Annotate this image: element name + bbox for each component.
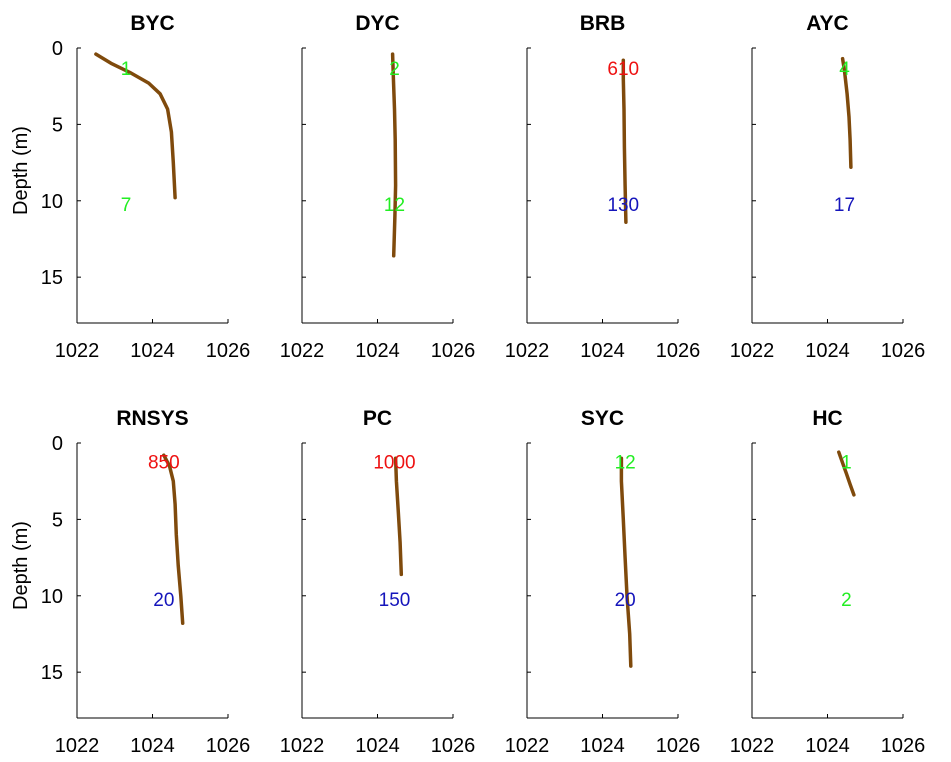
x-tick-label: 1022 [730, 735, 775, 757]
x-tick-label: 1022 [730, 340, 775, 362]
density-profile-line [621, 58, 628, 224]
x-tick-label: 1022 [280, 735, 325, 757]
x-tick-label: 1024 [580, 340, 625, 362]
density-profile-line [94, 52, 177, 200]
count-annotation: 17 [834, 195, 855, 216]
x-tick-label: 1024 [805, 340, 850, 362]
panel-ayc: AYC 1022 1024 1026 4 17 [730, 12, 926, 362]
x-tick-label: 1024 [130, 735, 175, 757]
y-tick-label: 0 [52, 433, 63, 455]
count-annotation: 1000 [373, 452, 415, 473]
y-tick-label: 10 [41, 191, 63, 213]
x-tick-label: 1026 [206, 735, 251, 757]
x-tick-label: 1024 [580, 735, 625, 757]
x-tick-label: 1026 [656, 735, 701, 757]
count-annotation: 4 [839, 59, 850, 80]
count-annotation: 1 [841, 452, 852, 473]
count-annotation: 130 [607, 195, 639, 216]
x-tick-label: 1026 [881, 735, 926, 757]
panel-rnsys: RNSYS 1022 1024 1026 0 5 10 15 Depth (m) 850 20 [10, 407, 250, 757]
y-axis-label: Depth (m) [10, 521, 32, 610]
panel-title: DYC [355, 12, 399, 35]
panel-pc: PC 1022 1024 1026 1000 150 [280, 407, 476, 757]
panel-title: HC [812, 407, 842, 430]
density-profile-line [390, 52, 398, 258]
count-annotation: 1 [121, 59, 132, 80]
x-tick-label: 1026 [206, 340, 251, 362]
panel-title: RNSYS [116, 407, 188, 430]
panel-syc: SYC 1022 1024 1026 12 20 [505, 407, 701, 757]
panel-title: BRB [580, 12, 626, 35]
panel-title: SYC [581, 407, 624, 430]
y-tick-label: 10 [41, 586, 63, 608]
count-annotation: 150 [379, 590, 411, 611]
x-tick-label: 1026 [431, 735, 476, 757]
y-tick-label: 15 [41, 662, 63, 684]
y-tick-label: 5 [52, 509, 63, 531]
x-tick-label: 1022 [55, 340, 100, 362]
x-tick-label: 1026 [431, 340, 476, 362]
x-tick-label: 1026 [656, 340, 701, 362]
count-annotation: 2 [389, 59, 400, 80]
panel-dyc: DYC 1022 1024 1026 2 12 [280, 12, 476, 362]
count-annotation: 2 [841, 590, 852, 611]
x-tick-label: 1026 [881, 340, 926, 362]
panel-brb: BRB 1022 1024 1026 610 130 [505, 12, 701, 362]
count-annotation: 12 [615, 452, 636, 473]
x-tick-label: 1024 [805, 735, 850, 757]
x-tick-label: 1024 [355, 340, 400, 362]
x-tick-label: 1024 [130, 340, 175, 362]
x-tick-label: 1022 [55, 735, 100, 757]
density-profile-line [162, 453, 185, 626]
panel-title: AYC [806, 12, 848, 35]
density-profile-line [619, 456, 633, 668]
density-profile-line [840, 56, 853, 169]
panel-title: PC [363, 407, 392, 430]
x-tick-label: 1024 [355, 735, 400, 757]
y-tick-label: 5 [52, 114, 63, 136]
count-annotation: 7 [121, 195, 132, 216]
x-tick-label: 1022 [505, 340, 550, 362]
count-annotation: 12 [384, 195, 405, 216]
x-tick-label: 1022 [505, 735, 550, 757]
density-profile-line [393, 456, 404, 577]
panel-byc: BYC 1022 1024 1026 0 5 10 15 Depth (m) 1 7 [10, 12, 250, 362]
density-profile-line [837, 450, 856, 497]
count-annotation: 20 [153, 590, 174, 611]
y-tick-label: 0 [52, 38, 63, 60]
y-tick-label: 15 [41, 267, 63, 289]
count-annotation: 850 [148, 452, 180, 473]
count-annotation: 610 [607, 59, 639, 80]
x-tick-label: 1022 [280, 340, 325, 362]
y-axis-label: Depth (m) [10, 126, 32, 215]
panel-title: BYC [130, 12, 174, 35]
count-annotation: 20 [615, 590, 636, 611]
panel-hc: HC 1022 1024 1026 1 2 [730, 407, 926, 757]
